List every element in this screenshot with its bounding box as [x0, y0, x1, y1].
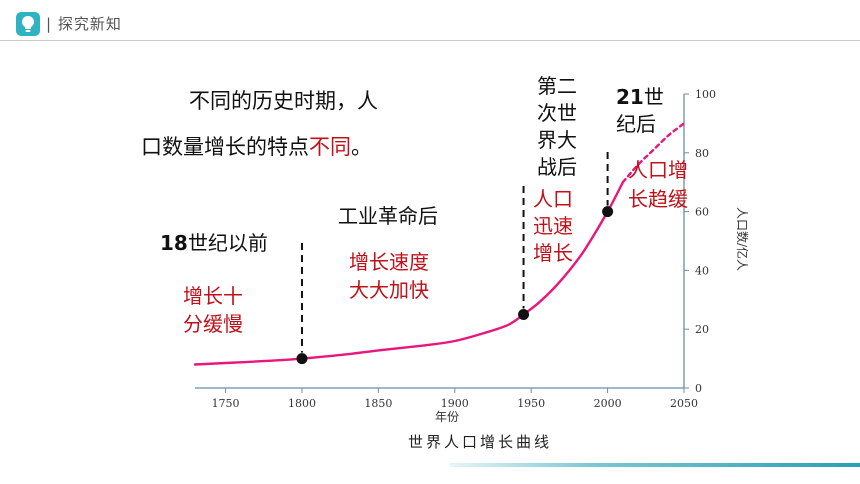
ww2-title: 第二 次世 界大 战后	[537, 74, 577, 179]
header-bar: | 探究新知	[0, 0, 860, 48]
data-point	[518, 309, 530, 320]
c21-title-num: 21	[616, 85, 644, 109]
x-tick-label: 2000	[594, 397, 622, 410]
data-point	[602, 206, 614, 218]
intro-highlight: 不同	[309, 135, 351, 159]
pre18-desc: 增长十 分缓慢	[183, 284, 243, 336]
x-tick-label: 1950	[517, 397, 545, 410]
y-tick-label: 0	[695, 382, 702, 395]
y-tick-label: 40	[695, 264, 709, 277]
y-axis-label: 人口数/亿人	[735, 207, 750, 271]
y-tick-label: 100	[695, 88, 716, 101]
pre18-title: 18世纪以前	[160, 230, 268, 257]
industrial-title: 工业革命后	[338, 204, 438, 228]
data-point	[296, 353, 308, 365]
intro-line-2: 口数量增长的特点不同。	[141, 124, 372, 170]
chart-caption: 世界人口增长曲线	[408, 433, 553, 451]
pre18-title-rest: 世纪以前	[187, 231, 268, 255]
y-tick-label: 80	[695, 147, 709, 160]
ww2-desc: 人口 迅速 增长	[533, 187, 573, 265]
pre18-title-num: 18	[160, 231, 188, 255]
x-tick-label: 1900	[441, 397, 469, 410]
intro-line-2-suffix: 。	[351, 135, 372, 159]
decorative-bar	[450, 463, 860, 467]
x-tick-label: 2050	[670, 397, 698, 410]
header-divider	[0, 40, 860, 41]
intro-line-2-prefix: 口数量增长的特点	[141, 135, 309, 159]
population-line	[193, 181, 625, 366]
intro-line-1: 不同的历史时期，人	[189, 89, 378, 113]
section-title: | 探究新知	[46, 15, 122, 33]
x-tick-label: 1800	[288, 397, 316, 410]
x-tick-label: 1750	[212, 397, 240, 410]
lightbulb-icon	[16, 12, 40, 36]
industrial-desc: 增长速度 大大加快	[349, 250, 429, 302]
y-tick-label: 20	[695, 323, 709, 336]
c21-desc: 人口增 长趋缓	[628, 158, 688, 211]
y-tick-label: 60	[695, 206, 709, 219]
x-axis-label: 年份	[435, 410, 459, 424]
projected-population-line	[621, 122, 686, 184]
c21-title: 21世 纪后	[616, 84, 664, 138]
x-tick-label: 1850	[364, 397, 392, 410]
c21-title-rest: 世 纪后	[616, 85, 664, 136]
